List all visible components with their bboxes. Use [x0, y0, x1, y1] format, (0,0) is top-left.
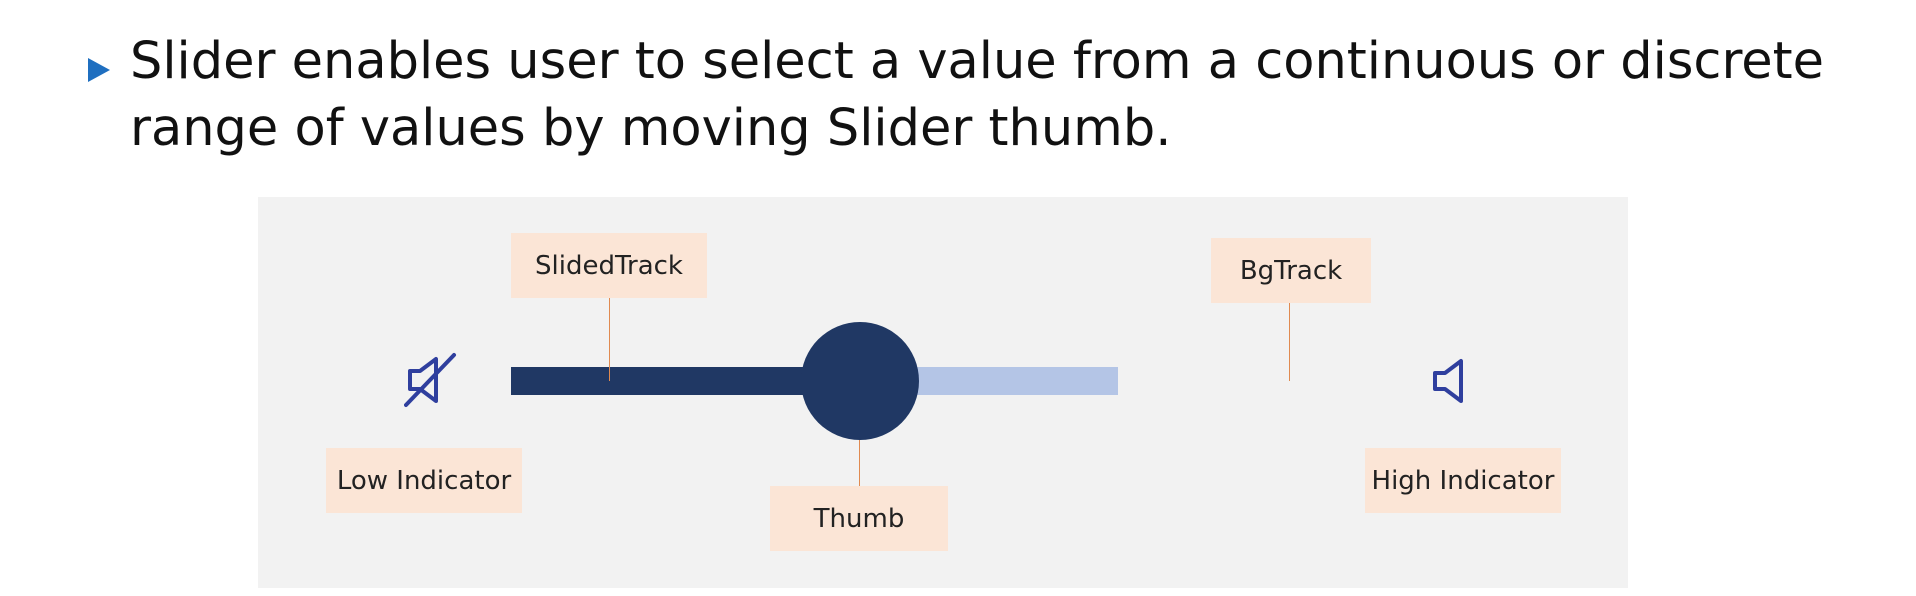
leader-slided-track: [609, 298, 610, 381]
label-slided-track: SlidedTrack: [511, 233, 707, 298]
slided-track: [511, 367, 858, 395]
speaker-icon: [1433, 359, 1463, 403]
label-thumb: Thumb: [770, 486, 948, 551]
label-high-indicator: High Indicator: [1365, 448, 1561, 513]
speaker-muted-icon: [404, 353, 456, 407]
leader-thumb: [859, 440, 860, 486]
label-low-indicator: Low Indicator: [326, 448, 522, 513]
label-bg-track: BgTrack: [1211, 238, 1371, 303]
bullet-triangle-icon: [88, 58, 110, 82]
slider-diagram: SlidedTrack BgTrack Low Indicator Thumb …: [258, 197, 1628, 588]
leader-bg-track: [1289, 303, 1290, 381]
slider-thumb[interactable]: [801, 322, 919, 440]
heading-text: Slider enables user to select a value fr…: [130, 32, 1825, 158]
